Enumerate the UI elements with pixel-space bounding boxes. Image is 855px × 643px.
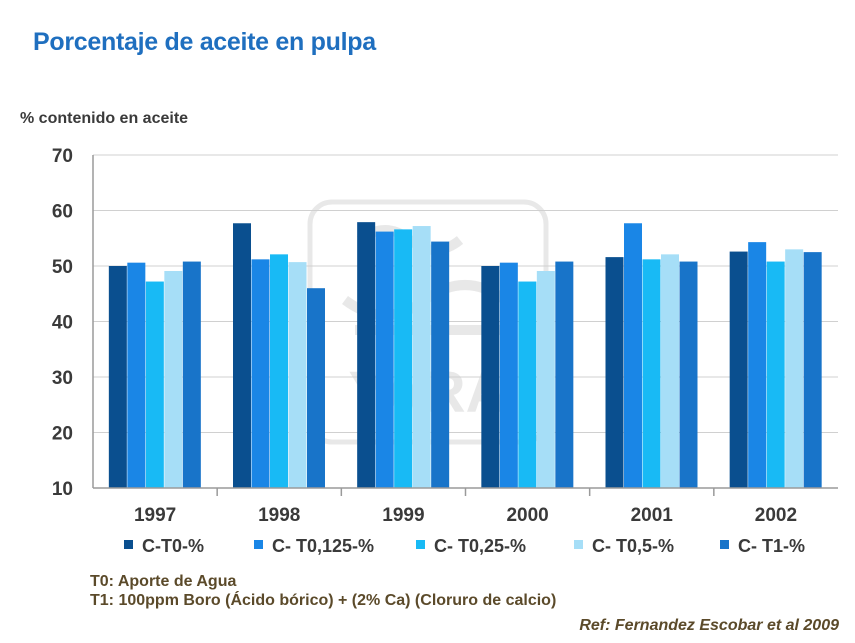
y-tick-label: 40 bbox=[52, 313, 73, 334]
bar bbox=[357, 222, 376, 488]
y-tick-label: 50 bbox=[52, 257, 73, 278]
reference-citation: Ref: Fernandez Escobar et al 2009 bbox=[579, 617, 839, 634]
x-tick-label: 1999 bbox=[382, 505, 424, 526]
note-t0: T0: Aporte de Agua bbox=[90, 573, 237, 590]
bar bbox=[481, 266, 500, 488]
y-axis-label: % contenido en aceite bbox=[20, 110, 189, 127]
bar bbox=[499, 262, 518, 488]
bar bbox=[766, 261, 785, 488]
y-tick-label: 10 bbox=[52, 479, 73, 500]
x-tick-label: 2002 bbox=[755, 505, 797, 526]
bar bbox=[108, 266, 127, 488]
bar bbox=[536, 270, 555, 488]
legend-swatch bbox=[254, 540, 263, 549]
bar bbox=[394, 229, 413, 488]
y-tick-label: 60 bbox=[52, 202, 73, 223]
footnotes: T0: Aporte de Agua T1: 100ppm Boro (Ácid… bbox=[90, 572, 556, 610]
bar bbox=[375, 231, 394, 488]
bar bbox=[233, 223, 251, 488]
legend-label: C- T0,25-% bbox=[434, 536, 526, 556]
legend-label: C- T0,5-% bbox=[592, 536, 674, 556]
bar bbox=[182, 261, 201, 488]
bar bbox=[431, 241, 450, 488]
bar bbox=[679, 261, 698, 488]
x-tick-label: 1997 bbox=[134, 505, 176, 526]
chart-title: Porcentaje de aceite en pulpa bbox=[33, 28, 376, 56]
x-tick-label: 2001 bbox=[631, 505, 674, 526]
legend-label: C- T0,125-% bbox=[272, 536, 374, 556]
legend-label: C-T0-% bbox=[142, 536, 204, 556]
bar bbox=[624, 223, 642, 488]
y-tick-label: 70 bbox=[52, 146, 73, 167]
legend-swatch bbox=[124, 540, 133, 549]
legend-label: C- T1-% bbox=[738, 536, 805, 556]
note-t1: T1: 100ppm Boro (Ácido bórico) + (2% Ca)… bbox=[90, 592, 557, 609]
bar bbox=[803, 252, 822, 488]
bar bbox=[785, 249, 804, 488]
bar bbox=[661, 254, 679, 488]
legend-swatch bbox=[574, 540, 583, 549]
bar bbox=[127, 262, 146, 488]
bar bbox=[748, 242, 767, 488]
bar bbox=[307, 288, 325, 488]
bar bbox=[270, 254, 288, 488]
bar bbox=[518, 281, 537, 488]
bar bbox=[642, 259, 661, 488]
legend-swatch bbox=[416, 540, 425, 549]
bar bbox=[251, 259, 270, 488]
bar bbox=[555, 261, 574, 488]
x-tick-label: 1998 bbox=[258, 505, 300, 526]
bar bbox=[729, 251, 748, 488]
bar bbox=[605, 257, 624, 488]
bar bbox=[288, 262, 307, 488]
bar bbox=[412, 226, 431, 489]
y-tick-label: 20 bbox=[52, 424, 73, 445]
bar bbox=[145, 281, 164, 488]
legend-swatch bbox=[720, 540, 729, 549]
bar bbox=[164, 270, 183, 488]
x-tick-label: 2000 bbox=[506, 505, 548, 526]
y-tick-label: 30 bbox=[52, 368, 73, 389]
